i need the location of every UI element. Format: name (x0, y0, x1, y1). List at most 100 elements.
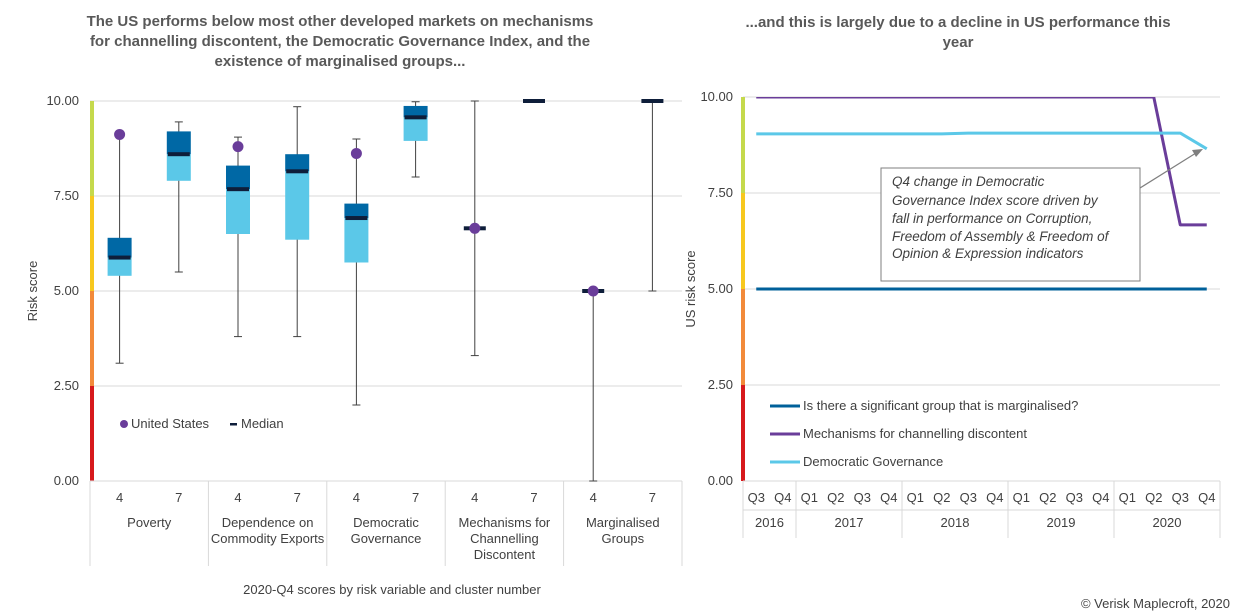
right-quarter-label: Q3 (748, 490, 765, 505)
right-quarter-label: Q4 (880, 490, 897, 505)
us-score-point (232, 141, 244, 153)
left-y-tick-label: 7.50 (54, 188, 79, 203)
left-y-tick-label: 2.50 (54, 378, 79, 393)
right-legend-label: Democratic Governance (803, 454, 943, 469)
right-chart-title-line-2: year (943, 34, 974, 51)
box-upper-quartile (285, 154, 310, 172)
box-upper-quartile (107, 237, 132, 258)
left-chart-title-line-2: for channelling discontent, the Democrat… (90, 33, 590, 50)
left-risk-band-segment (90, 101, 94, 196)
box-median-marker (345, 216, 368, 221)
right-risk-band-segment (741, 289, 745, 385)
box-lower-quartile (403, 117, 428, 141)
left-x-axis-label: 2020-Q4 scores by risk variable and clus… (243, 582, 541, 597)
right-quarter-label: Q4 (1198, 490, 1215, 505)
right-risk-band-segment (741, 97, 745, 193)
box-median-marker (108, 255, 131, 260)
right-quarter-label: Q4 (774, 490, 791, 505)
box-upper-quartile (344, 203, 369, 219)
box-median-marker (167, 152, 190, 157)
left-category-label: Commodity Exports (211, 531, 325, 546)
left-cluster-label: 4 (234, 490, 241, 505)
box-median-marker (227, 187, 249, 192)
left-category-label: Poverty (127, 515, 172, 530)
right-y-tick-label: 2.50 (708, 377, 733, 392)
right-chart-title-line-1: ...and this is largely due to a decline … (745, 14, 1170, 31)
us-score-point (469, 222, 481, 234)
right-year-label: 2018 (941, 515, 970, 530)
box-median-marker (523, 99, 545, 103)
right-quarter-label: Q3 (854, 490, 871, 505)
right-year-label: 2016 (755, 515, 784, 530)
right-legend-label: Is there a significant group that is mar… (803, 398, 1078, 413)
right-quarter-label: Q1 (801, 490, 818, 505)
left-cluster-label: 7 (530, 490, 537, 505)
right-quarter-label: Q2 (1145, 490, 1162, 505)
left-y-tick-label: 0.00 (54, 473, 79, 488)
box-plot-chart: 0.00 2.50 5.00 7.50 10.00 Poverty 4 7 Dependence… (46, 93, 683, 566)
copyright-notice: © Verisk Maplecroft, 2020 (1081, 596, 1230, 611)
left-y-axis-label: Risk score (25, 261, 40, 322)
left-risk-band-segment (90, 291, 94, 386)
left-cluster-label: 4 (353, 490, 360, 505)
right-quarter-label: Q3 (960, 490, 977, 505)
annotation-arrowhead (1192, 149, 1203, 157)
left-category-label: Governance (351, 531, 422, 546)
left-category-label: Dependence on (222, 515, 314, 530)
left-category-label: Mechanisms for (459, 515, 551, 530)
box-upper-quartile (166, 131, 191, 155)
annotation-line-1: Q4 change in Democratic (892, 174, 1045, 189)
box-median-marker (404, 115, 427, 120)
right-year-label: 2019 (1047, 515, 1076, 530)
left-y-tick-label: 10.00 (46, 93, 79, 108)
left-y-tick-label: 5.00 (54, 283, 79, 298)
right-risk-band-segment (741, 385, 745, 481)
right-quarter-label: Q2 (1039, 490, 1056, 505)
left-cluster-label: 7 (649, 490, 656, 505)
left-cluster-label: 7 (294, 490, 301, 505)
left-risk-band-segment (90, 196, 94, 291)
right-quarter-label: Q1 (1119, 490, 1136, 505)
box-lower-quartile (166, 154, 191, 181)
left-category-label: Discontent (474, 547, 536, 562)
left-category-label: Democratic (353, 515, 419, 530)
right-legend-label: Mechanisms for channelling discontent (803, 426, 1027, 441)
box-lower-quartile (344, 218, 369, 263)
annotation-box (880, 167, 1141, 282)
left-chart-title-line-1: The US performs below most other develop… (87, 13, 594, 30)
right-year-label: 2020 (1153, 515, 1182, 530)
left-cluster-label: 4 (590, 490, 597, 505)
right-quarter-label: Q1 (1013, 490, 1030, 505)
box-upper-quartile (226, 165, 250, 190)
right-risk-band-segment (741, 193, 745, 289)
right-quarter-label: Q3 (1172, 490, 1189, 505)
box-median-marker (641, 99, 664, 103)
legend-us-label: United States (131, 416, 210, 431)
annotation-line-3: fall in performance on Corruption, (892, 211, 1092, 226)
right-quarter-label: Q2 (933, 490, 950, 505)
box-lower-quartile (107, 257, 132, 276)
annotation-line-4: Freedom of Assembly & Freedom of (892, 229, 1110, 244)
left-category-label: Marginalised (586, 515, 660, 530)
right-quarter-label: Q2 (827, 490, 844, 505)
legend-median-label: Median (241, 416, 284, 431)
us-score-point (350, 147, 362, 159)
right-quarter-label: Q4 (1092, 490, 1109, 505)
legend-median-marker (230, 423, 237, 426)
left-cluster-label: 7 (175, 490, 182, 505)
left-category-label: Channelling (470, 531, 539, 546)
left-cluster-label: 4 (116, 490, 123, 505)
box-lower-quartile (285, 171, 310, 240)
us-score-point (114, 128, 126, 140)
legend-us-marker (120, 420, 128, 428)
right-y-axis-label: US risk score (683, 250, 698, 327)
left-chart-title-line-3: existence of marginalised groups... (215, 53, 466, 70)
right-quarter-label: Q1 (907, 490, 924, 505)
annotation-line-5: Opinion & Expression indicators (892, 246, 1084, 261)
box-lower-quartile (226, 189, 250, 234)
left-cluster-label: 7 (412, 490, 419, 505)
box-median-marker (286, 169, 309, 174)
right-y-tick-label: 0.00 (708, 473, 733, 488)
right-y-tick-label: 5.00 (708, 281, 733, 296)
